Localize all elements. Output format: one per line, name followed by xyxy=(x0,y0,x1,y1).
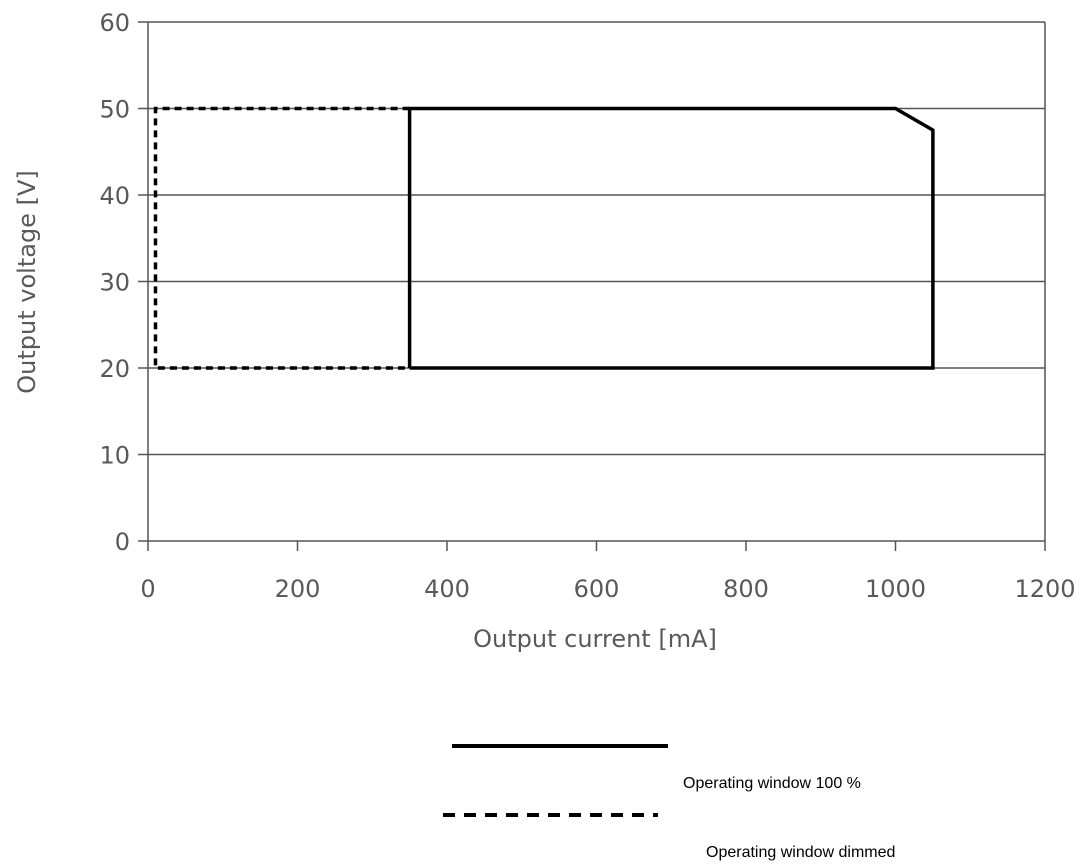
y-tick-label-40: 40 xyxy=(99,182,130,210)
legend: Operating window 100 % Operating window … xyxy=(443,744,895,861)
y-tick-label-50: 50 xyxy=(99,96,130,124)
x-tick-label-600: 600 xyxy=(574,575,620,603)
x-tick-label-400: 400 xyxy=(424,575,470,603)
y-tick-label-30: 30 xyxy=(99,269,130,297)
series-group xyxy=(153,106,935,370)
grid-lines xyxy=(148,21,1045,456)
y-tick-label-20: 20 xyxy=(99,355,130,383)
axes xyxy=(138,21,1046,551)
legend-label-100: Operating window 100 % xyxy=(683,775,861,792)
y-axis-title: Output voltage [V] xyxy=(13,170,41,393)
x-tick-label-1000: 1000 xyxy=(865,575,926,603)
y-tick-label-0: 0 xyxy=(115,528,130,556)
series-line-100 xyxy=(407,106,935,370)
x-tick-label-0: 0 xyxy=(140,575,155,603)
x-tick-label-800: 800 xyxy=(723,575,769,603)
y-tick-label-10: 10 xyxy=(99,442,130,470)
legend-label-dimmed: Operating window dimmed xyxy=(706,844,895,861)
series-line-dimmed xyxy=(153,106,410,370)
y-tick-label-60: 60 xyxy=(99,9,130,37)
x-tick-label-1200: 1200 xyxy=(1014,575,1075,603)
x-tick-label-200: 200 xyxy=(275,575,321,603)
x-axis-title: Output current [mA] xyxy=(473,625,717,653)
